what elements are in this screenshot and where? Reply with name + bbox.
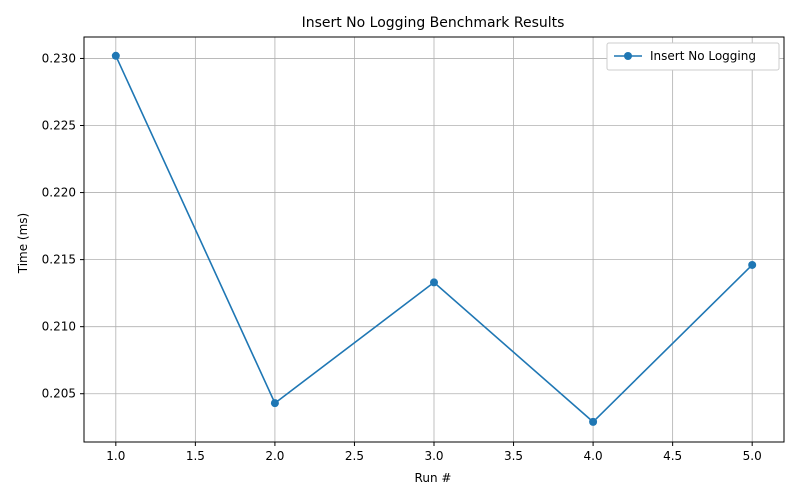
- x-tick-label: 3.0: [424, 449, 443, 463]
- legend-box: [606, 42, 780, 71]
- data-point: [589, 417, 598, 426]
- x-tick-label: 2.5: [345, 449, 364, 463]
- grid-lines: [84, 37, 784, 442]
- y-tick-label: 0.205: [42, 387, 76, 401]
- x-tick-label: 4.0: [584, 449, 603, 463]
- y-tick-label: 0.210: [42, 320, 76, 334]
- legend: Insert No Logging: [606, 42, 780, 71]
- y-tick-label: 0.215: [42, 253, 76, 267]
- x-axis: 1.0 1.5 2.0 2.5 3.0 3.5 4.0 4.5 5.0: [106, 442, 762, 463]
- data-point: [111, 51, 120, 60]
- x-tick-label: 5.0: [743, 449, 762, 463]
- x-tick-label: 4.5: [663, 449, 682, 463]
- y-tick-label: 0.225: [42, 119, 76, 133]
- x-tick-label: 2.0: [265, 449, 284, 463]
- x-axis-label: Run #: [415, 471, 452, 485]
- y-tick-label: 0.220: [42, 186, 76, 200]
- x-tick-label: 1.5: [186, 449, 205, 463]
- legend-label: Insert No Logging: [650, 49, 756, 63]
- data-point: [270, 399, 279, 408]
- data-point: [748, 260, 757, 269]
- legend-marker: [624, 52, 632, 60]
- y-tick-label: 0.230: [42, 51, 76, 65]
- x-tick-label: 1.0: [106, 449, 125, 463]
- y-axis: 0.205 0.210 0.215 0.220 0.225 0.230: [42, 51, 84, 401]
- data-point: [430, 278, 438, 287]
- y-axis-label: Time (ms): [16, 213, 30, 275]
- chart-title: Insert No Logging Benchmark Results: [302, 15, 565, 31]
- x-tick-label: 3.5: [504, 449, 523, 463]
- series-layer: [111, 51, 757, 426]
